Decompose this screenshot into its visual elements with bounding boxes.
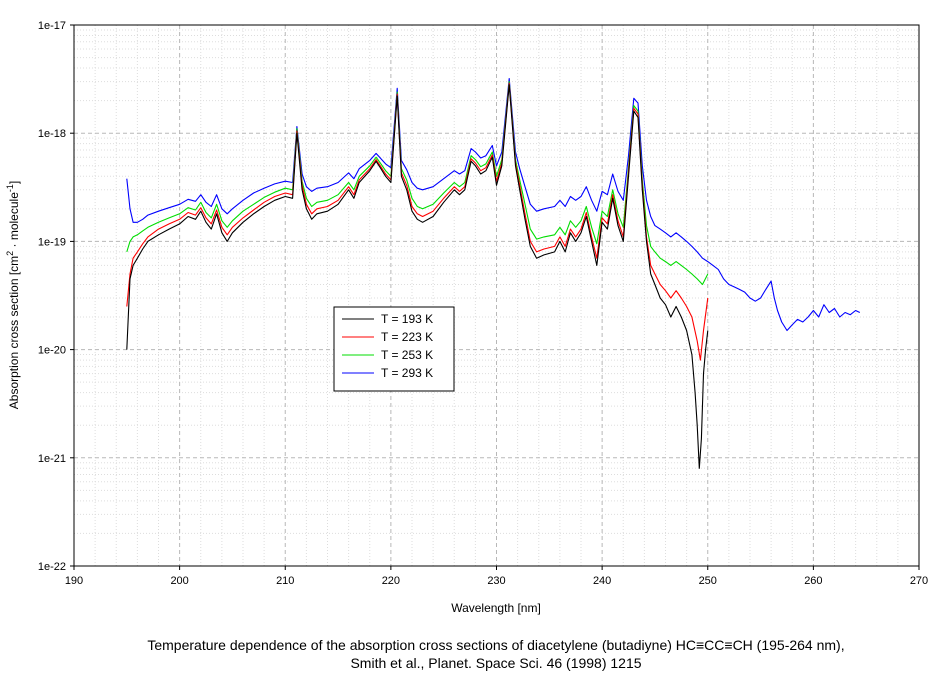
legend: T = 193 K T = 223 K T = 253 K T = 293 K bbox=[333, 306, 455, 392]
legend-entry-253k: T = 253 K bbox=[381, 348, 433, 362]
x-axis-title: Wavelength [nm] bbox=[451, 601, 541, 615]
y-tick-label: 1e-18 bbox=[38, 128, 66, 140]
series-line-293k bbox=[126, 77, 861, 332]
y-tick-label: 1e-19 bbox=[38, 236, 66, 248]
series-layer bbox=[126, 77, 861, 469]
grid bbox=[73, 24, 920, 567]
legend-entry-223k: T = 223 K bbox=[381, 330, 433, 344]
y-axis-title: Absorption cross section [cm2 · molecule… bbox=[5, 181, 21, 409]
y-tick-label: 1e-21 bbox=[38, 453, 66, 465]
series-line-223k bbox=[126, 82, 709, 361]
caption-line-2: Smith et al., Planet. Space Sci. 46 (199… bbox=[350, 655, 641, 671]
x-tick-label: 250 bbox=[699, 575, 717, 587]
legend-entry-293k: T = 293 K bbox=[381, 366, 433, 380]
series-line-193k bbox=[126, 84, 709, 469]
x-tick-label: 210 bbox=[276, 575, 294, 587]
x-tick-label: 200 bbox=[170, 575, 188, 587]
x-tick-label: 220 bbox=[382, 575, 400, 587]
x-tick-label: 240 bbox=[593, 575, 611, 587]
y-tick-label: 1e-17 bbox=[38, 20, 66, 32]
x-tick-label: 230 bbox=[487, 575, 505, 587]
x-tick-label: 190 bbox=[65, 575, 83, 587]
y-tick-label: 1e-22 bbox=[38, 561, 66, 573]
x-tick-label: 260 bbox=[804, 575, 822, 587]
legend-entry-193k: T = 193 K bbox=[381, 312, 433, 326]
series-line-253k bbox=[126, 81, 709, 286]
x-tick-label: 270 bbox=[910, 575, 928, 587]
legend-box bbox=[333, 306, 455, 392]
tick-labels: 190 200 210 220 230 240 250 260 270 1e-22 1e-21 1e-… bbox=[38, 20, 928, 587]
caption-line-1: Temperature dependence of the absorption… bbox=[147, 637, 844, 653]
y-tick-label: 1e-20 bbox=[38, 345, 66, 357]
